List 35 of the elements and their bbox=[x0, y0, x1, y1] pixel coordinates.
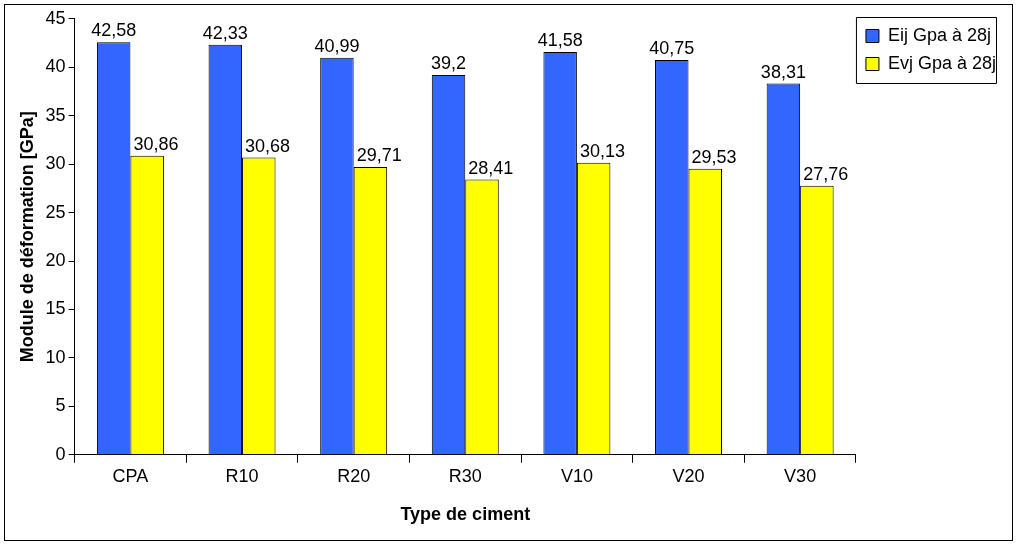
x-tick-label: V20 bbox=[672, 465, 705, 486]
y-tick-label: 30 bbox=[45, 153, 66, 174]
y-axis-title: Module de déformation [GPa] bbox=[16, 111, 37, 363]
x-tick-label: R20 bbox=[337, 465, 371, 486]
y-tick-label: 40 bbox=[45, 56, 66, 77]
data-label: 29,71 bbox=[356, 144, 402, 165]
data-label: 29,53 bbox=[691, 146, 737, 167]
data-label: 40,99 bbox=[314, 35, 360, 56]
data-label: 42,58 bbox=[91, 20, 137, 41]
data-label: 39,2 bbox=[431, 52, 467, 73]
y-tick-label: 5 bbox=[55, 395, 66, 416]
data-label: 30,68 bbox=[245, 135, 291, 156]
y-tick-label: 10 bbox=[45, 346, 66, 367]
y-tick-label: 15 bbox=[45, 298, 66, 319]
x-axis-title: Type de ciment bbox=[400, 504, 531, 525]
x-tick-label: V30 bbox=[784, 465, 817, 486]
y-tick-label: 0 bbox=[55, 443, 66, 464]
x-tick-label: R30 bbox=[448, 465, 482, 486]
data-label: 38,31 bbox=[760, 61, 806, 82]
x-tick-label: R10 bbox=[225, 465, 259, 486]
data-label: 30,13 bbox=[579, 140, 625, 161]
x-tick-label: CPA bbox=[112, 465, 149, 486]
x-tick-label: V10 bbox=[560, 465, 593, 486]
data-label: 28,41 bbox=[468, 157, 514, 178]
data-label: 30,86 bbox=[133, 133, 179, 154]
y-tick-label: 35 bbox=[45, 104, 66, 125]
data-label: 27,76 bbox=[803, 163, 849, 184]
y-tick-label: 20 bbox=[45, 249, 66, 270]
data-label: 42,33 bbox=[202, 22, 248, 43]
y-tick-label: 45 bbox=[45, 7, 66, 28]
data-label: 40,75 bbox=[649, 37, 695, 58]
legend-label: Eij Gpa à 28j bbox=[887, 24, 991, 45]
data-label: 41,58 bbox=[537, 29, 583, 50]
legend-label: Evj Gpa à 28j bbox=[887, 52, 996, 73]
y-tick-label: 25 bbox=[45, 201, 66, 222]
